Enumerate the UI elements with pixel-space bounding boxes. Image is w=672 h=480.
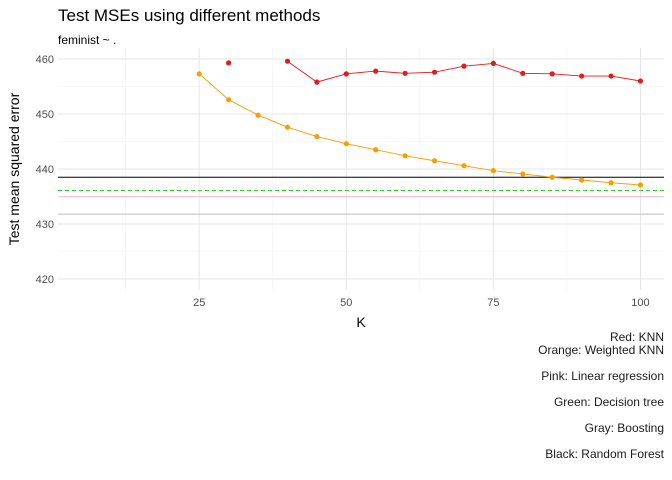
series-0-point xyxy=(549,71,555,77)
series-0-point xyxy=(226,60,232,66)
series-0-point xyxy=(579,73,585,79)
series-0-point xyxy=(431,69,438,75)
caption-line: Black: Random Forest xyxy=(545,447,664,461)
series-1-point xyxy=(373,147,379,153)
series-0-point xyxy=(314,79,320,85)
series-1-point xyxy=(255,112,261,118)
caption-line: Red: KNN xyxy=(609,330,664,344)
series-1-point xyxy=(314,133,320,140)
y-tick-label: 430 xyxy=(36,219,54,231)
reference-lines xyxy=(58,176,664,215)
x-tick-label: 50 xyxy=(340,297,352,309)
y-tick-label: 460 xyxy=(36,54,54,66)
series-1-point xyxy=(431,158,438,164)
chart-title: Test MSEs using different methods xyxy=(58,6,321,25)
series-0-point xyxy=(402,70,408,76)
series-0-point xyxy=(490,60,496,66)
series-layer xyxy=(196,58,644,188)
chart-subtitle: feminist ~ . xyxy=(58,33,117,47)
series-1-point xyxy=(608,180,614,186)
caption-line: Gray: Boosting xyxy=(584,421,664,435)
x-tick-label: 100 xyxy=(631,297,649,309)
y-tick-label: 440 xyxy=(36,164,54,176)
grid xyxy=(58,48,664,290)
series-0-point xyxy=(373,68,379,74)
series-0-point xyxy=(343,71,349,77)
series-1-line-0 xyxy=(198,73,641,186)
series-0-point xyxy=(520,70,526,76)
series-0-point xyxy=(461,63,467,69)
series-1-point xyxy=(637,182,644,188)
series-1-point xyxy=(226,97,232,103)
x-tick-label: 75 xyxy=(487,297,499,309)
series-1-point xyxy=(196,71,202,77)
caption-line: Pink: Linear regression xyxy=(541,369,664,383)
y-tick-label: 450 xyxy=(36,109,54,121)
series-1-point xyxy=(461,163,467,169)
series-0-point xyxy=(637,78,644,84)
series-1-point xyxy=(520,171,526,177)
series-1-point xyxy=(549,174,555,180)
series-0-point xyxy=(608,73,614,79)
series-1-point xyxy=(402,153,408,159)
series-1-point xyxy=(490,168,496,174)
x-tick-label: 25 xyxy=(193,297,205,309)
y-axis-label: Test mean squared error xyxy=(6,92,22,245)
x-axis-label: K xyxy=(356,314,366,330)
chart-caption: Red: KNN Orange: Weighted KNN Pink: Linear… xyxy=(538,331,664,461)
series-0-point xyxy=(284,58,291,64)
series-1-point xyxy=(579,177,585,183)
caption-line: Green: Decision tree xyxy=(553,395,664,409)
series-1-point xyxy=(284,124,291,130)
caption-line: Orange: Weighted KNN xyxy=(538,343,664,357)
axes: 25 50 75 100 420 430 440 450 460 K Test mean squar… xyxy=(6,54,650,330)
y-tick-label: 420 xyxy=(36,274,54,286)
series-1-point xyxy=(343,141,349,147)
